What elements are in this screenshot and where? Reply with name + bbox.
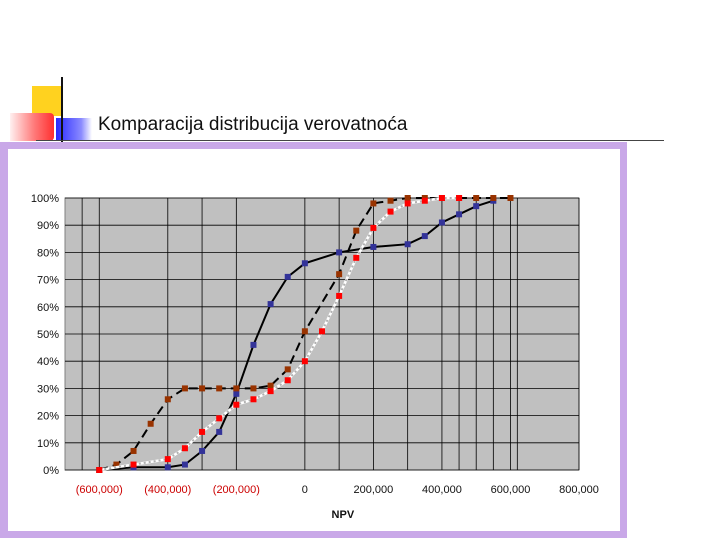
series-1-point (438, 219, 445, 226)
y-tick-label: 90% (37, 220, 59, 232)
y-tick-label: 0% (43, 465, 59, 477)
series-3-point (404, 200, 411, 207)
series-3-point (216, 415, 223, 422)
series-2-point (404, 195, 411, 201)
series-3-point (181, 445, 188, 452)
series-2-point (113, 461, 120, 468)
series-2-point (250, 385, 257, 392)
x-tick-label: (600,000) (76, 484, 123, 496)
series-2-point (284, 366, 291, 373)
chart-frame: 0% 10% 20% 30% 40% 50% 60% 70% 80% 90% 100% (600,00… (0, 142, 627, 538)
series-1-point (164, 464, 171, 471)
series-2-point (387, 197, 394, 204)
x-axis-label: NPV (332, 509, 355, 521)
series-1-point (267, 301, 274, 308)
series-2-point (181, 385, 188, 392)
series-3-point (421, 197, 428, 204)
series-1-point (301, 260, 308, 267)
series-2-point (164, 396, 171, 403)
series-3-point (284, 377, 291, 384)
series-2-point (130, 447, 137, 454)
series-1-point (284, 273, 291, 280)
y-tick-label: 50% (37, 329, 59, 341)
series-1-point (233, 390, 240, 397)
y-tick-label: 20% (37, 411, 59, 423)
series-3-point (164, 456, 171, 463)
series-3-point (267, 388, 274, 395)
series-2-point (199, 385, 206, 392)
series-2-point (353, 227, 360, 234)
series-1-point (421, 233, 428, 240)
x-tick-label: 200,000 (354, 484, 394, 496)
series-3-point (456, 195, 463, 201)
y-tick-label: 60% (37, 302, 59, 314)
decor-blue-bar (56, 118, 92, 140)
series-1-point (370, 243, 377, 250)
y-tick-label: 30% (37, 383, 59, 395)
y-tick-label: 70% (37, 275, 59, 287)
x-tick-label: 0 (302, 484, 308, 496)
series-3-point (336, 292, 343, 299)
series-3-point (233, 401, 240, 408)
series-1-point (473, 203, 480, 210)
series-1-point (456, 211, 463, 218)
series-1-point (216, 428, 223, 435)
decor-vertical-line (61, 77, 63, 143)
series-3-point (250, 396, 257, 403)
series-3-point (387, 208, 394, 215)
series-3-point (319, 328, 325, 335)
series-3-point (301, 358, 308, 365)
series-1-point (336, 249, 343, 256)
series-3-point (438, 195, 445, 201)
series-2-point (301, 328, 308, 335)
series-2-point (473, 195, 480, 201)
decor-red-bar (10, 113, 54, 141)
series-3-point (353, 254, 360, 261)
x-tick-label: (400,000) (144, 484, 191, 496)
series-2-point (336, 271, 343, 278)
y-tick-label: 10% (37, 438, 59, 450)
y-tick-label: 40% (37, 356, 59, 368)
series-2-point (267, 382, 274, 389)
series-1-point (250, 341, 257, 348)
cdf-chart: 0% 10% 20% 30% 40% 50% 60% 70% 80% 90% 100% (600,00… (31, 193, 599, 521)
series-3-point (370, 224, 377, 231)
decor-yellow-square (32, 86, 62, 116)
x-tick-label: 600,000 (491, 484, 531, 496)
y-tick-label: 80% (37, 247, 59, 259)
series-3-point (130, 461, 137, 468)
series-2-point (507, 195, 514, 201)
series-2-point (370, 200, 377, 207)
x-tick-label: 400,000 (422, 484, 462, 496)
x-tick-label: (200,000) (213, 484, 260, 496)
series-1-point (181, 461, 188, 468)
chart-area: 0% 10% 20% 30% 40% 50% 60% 70% 80% 90% 100% (600,00… (8, 149, 620, 531)
series-1-point (404, 241, 411, 248)
series-3-point (199, 428, 206, 435)
series-2-point (216, 385, 223, 392)
title-underline (36, 140, 664, 141)
series-2-point (490, 195, 497, 201)
slide-title: Komparacija distribucija verovatnoća (98, 114, 408, 135)
y-tick-label: 100% (31, 193, 59, 205)
series-2-point (233, 385, 240, 392)
series-1-point (199, 447, 206, 454)
series-2-point (147, 420, 154, 427)
series-3-point (96, 467, 103, 473)
x-tick-label: 800,000 (559, 484, 599, 496)
